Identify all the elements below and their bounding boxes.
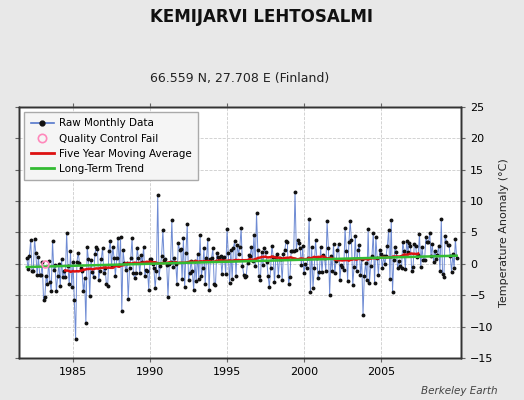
Text: KEMIJARVI LEHTOSALMI: KEMIJARVI LEHTOSALMI	[150, 8, 374, 26]
Title: 66.559 N, 27.708 E (Finland): 66.559 N, 27.708 E (Finland)	[150, 72, 330, 85]
Legend: Raw Monthly Data, Quality Control Fail, Five Year Moving Average, Long-Term Tren: Raw Monthly Data, Quality Control Fail, …	[25, 112, 198, 180]
Y-axis label: Temperature Anomaly (°C): Temperature Anomaly (°C)	[499, 158, 509, 307]
Text: Berkeley Earth: Berkeley Earth	[421, 386, 498, 396]
